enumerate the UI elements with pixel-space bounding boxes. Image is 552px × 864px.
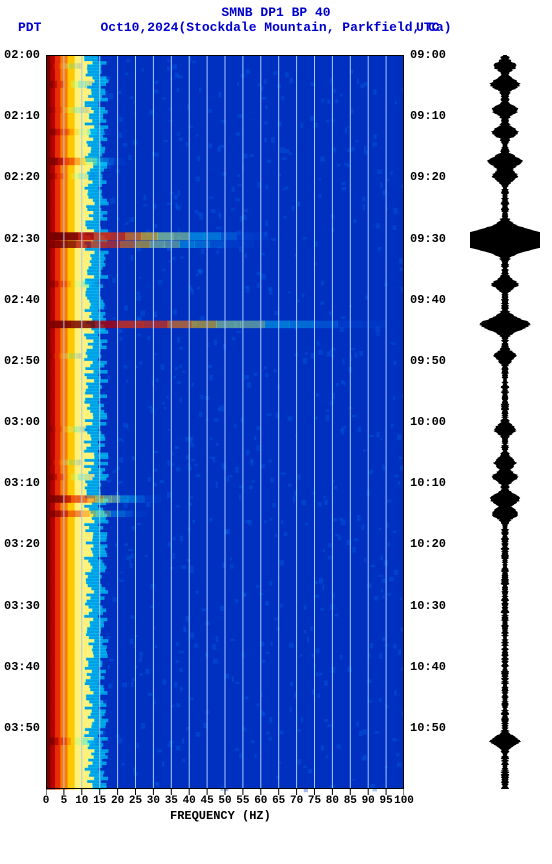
- x-tick: 70: [290, 795, 303, 807]
- x-tick: 100: [394, 795, 414, 807]
- y-left-tick: 03:30: [4, 599, 40, 613]
- x-tick: 90: [362, 795, 375, 807]
- x-tick: 15: [93, 795, 106, 807]
- y-left-tick: 03:20: [4, 537, 40, 551]
- y-right-tick: 09:20: [410, 170, 446, 184]
- chart-subtitle: Oct10,2024(Stockdale Mountain, Parkfield…: [0, 20, 552, 35]
- chart-title: SMNB DP1 BP 40: [0, 5, 552, 20]
- y-left-tick: 02:50: [4, 354, 40, 368]
- y-left-tick: 02:00: [4, 48, 40, 62]
- x-tick: 75: [308, 795, 321, 807]
- y-left-tick: 02:30: [4, 232, 40, 246]
- x-tick: 10: [75, 795, 88, 807]
- y-left-tick: 02:40: [4, 293, 40, 307]
- y-right-tick: 10:10: [410, 476, 446, 490]
- x-tick: 45: [200, 795, 213, 807]
- y-left-tick: 02:20: [4, 170, 40, 184]
- x-tick: 35: [165, 795, 178, 807]
- y-left-tick: 03:40: [4, 660, 40, 674]
- tz-right-label: UTC: [416, 20, 439, 35]
- y-left-tick: 03:00: [4, 415, 40, 429]
- x-tick: 85: [344, 795, 357, 807]
- y-right-tick: 09:00: [410, 48, 446, 62]
- y-left-tick: 03:50: [4, 721, 40, 735]
- y-right-tick: 10:20: [410, 537, 446, 551]
- amplitude-trace: [470, 55, 540, 789]
- y-right-tick: 10:00: [410, 415, 446, 429]
- x-tick: 65: [272, 795, 285, 807]
- x-tick: 5: [61, 795, 68, 807]
- x-tick: 0: [43, 795, 50, 807]
- x-tick: 50: [218, 795, 231, 807]
- x-tick: 40: [183, 795, 196, 807]
- x-tick: 95: [379, 795, 392, 807]
- y-right-tick: 09:50: [410, 354, 446, 368]
- y-right-tick: 10:30: [410, 599, 446, 613]
- spectrogram-plot: [46, 55, 404, 801]
- x-tick: 60: [254, 795, 267, 807]
- x-tick: 55: [236, 795, 249, 807]
- x-tick: 25: [129, 795, 142, 807]
- y-left-tick: 03:10: [4, 476, 40, 490]
- y-right-tick: 09:30: [410, 232, 446, 246]
- x-tick: 20: [111, 795, 124, 807]
- x-axis-label: FREQUENCY (HZ): [170, 809, 271, 823]
- y-right-tick: 09:40: [410, 293, 446, 307]
- x-tick: 80: [326, 795, 339, 807]
- y-right-tick: 10:50: [410, 721, 446, 735]
- y-right-tick: 10:40: [410, 660, 446, 674]
- x-tick: 30: [147, 795, 160, 807]
- y-left-tick: 02:10: [4, 109, 40, 123]
- y-right-tick: 09:10: [410, 109, 446, 123]
